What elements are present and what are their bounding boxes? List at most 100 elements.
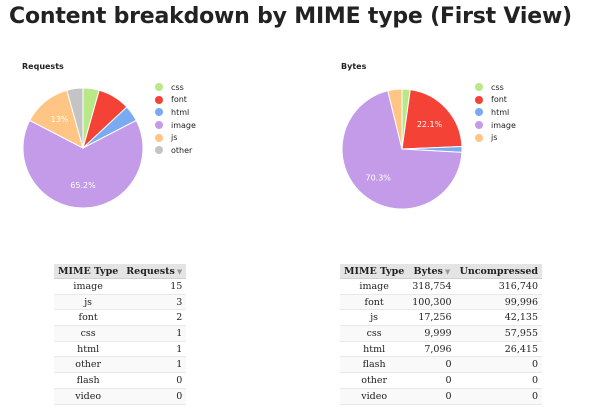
cell-mime-type: font	[54, 309, 123, 327]
data-label-image: 65.2%	[70, 181, 96, 190]
legend-label: js	[491, 133, 498, 143]
bytes-table: MIME Type Bytes ▼ Uncompressed image 318,7…	[340, 264, 543, 405]
cell-uncompressed: 0	[455, 372, 543, 389]
table-row: video 0 0	[340, 388, 543, 405]
cell-mime-type: flash	[54, 372, 123, 389]
pie-slice-image	[341, 90, 463, 210]
table-row: html 1	[54, 341, 187, 358]
legend-item-font[interactable]: font	[155, 94, 196, 107]
legend-swatch	[475, 95, 483, 104]
legend-swatch	[475, 108, 483, 117]
cell-mime-type: css	[340, 325, 409, 342]
legend-swatch	[155, 133, 163, 142]
cell-bytes: 0	[408, 356, 456, 374]
table-row: font 2	[54, 309, 187, 327]
cell-bytes: 0	[408, 388, 456, 405]
cell-uncompressed: 0	[455, 388, 543, 405]
legend-label: css	[171, 82, 184, 92]
cell-requests: 1	[122, 341, 187, 358]
table-row: other 0 0	[340, 372, 543, 389]
legend-label: image	[491, 120, 516, 130]
legend-label: font	[491, 95, 507, 105]
bytes-pie-chart: 22.1% 70.3%	[341, 88, 463, 210]
cell-mime-type: image	[340, 278, 409, 295]
table-row: other 1	[54, 356, 187, 374]
legend-swatch	[155, 108, 163, 117]
column-header-bytes[interactable]: Bytes ▼	[408, 264, 456, 279]
column-header-mime-type[interactable]: MIME Type	[54, 264, 123, 279]
column-header-uncompressed[interactable]: Uncompressed	[455, 264, 543, 279]
legend-swatch	[155, 83, 163, 92]
legend-label: js	[171, 133, 178, 143]
data-label-js: 13%	[51, 115, 69, 124]
table-row: image 15	[54, 278, 187, 295]
column-header-mime-type[interactable]: MIME Type	[340, 264, 409, 279]
cell-uncompressed: 26,415	[455, 341, 543, 358]
legend-item-other[interactable]: other	[155, 144, 196, 157]
cell-mime-type: js	[54, 294, 123, 311]
table-row: html 7,096 26,415	[340, 341, 543, 358]
sort-desc-icon: ▼	[176, 266, 183, 276]
cell-mime-type: image	[54, 278, 123, 295]
cell-requests: 1	[122, 325, 187, 342]
cell-mime-type: video	[340, 388, 409, 405]
legend-swatch	[155, 121, 163, 130]
column-header-requests[interactable]: Requests ▼	[122, 264, 187, 279]
requests-chart-title: Requests	[22, 62, 64, 71]
bytes-chart-title: Bytes	[341, 62, 367, 71]
legend-item-html[interactable]: html	[155, 106, 196, 119]
legend-label: image	[171, 120, 196, 130]
table-row: css 9,999 57,955	[340, 325, 543, 342]
legend-item-font[interactable]: font	[475, 94, 516, 107]
pie-slice-font	[401, 89, 463, 150]
table-row: flash 0	[54, 372, 187, 389]
cell-mime-type: flash	[340, 356, 409, 374]
cell-uncompressed: 316,740	[455, 278, 543, 295]
table-row: flash 0 0	[340, 356, 543, 374]
legend-swatch	[155, 146, 163, 155]
cell-mime-type: other	[340, 372, 409, 389]
legend-item-css[interactable]: css	[155, 81, 196, 94]
legend-item-css[interactable]: css	[475, 81, 516, 94]
cell-bytes: 318,754	[408, 278, 456, 295]
legend-label: font	[171, 95, 187, 105]
legend-item-image[interactable]: image	[155, 119, 196, 132]
cell-uncompressed: 0	[455, 356, 543, 374]
cell-requests: 2	[122, 309, 187, 327]
legend-label: css	[491, 82, 504, 92]
legend-label: other	[171, 145, 193, 155]
table-row: video 0	[54, 388, 187, 405]
cell-uncompressed: 99,996	[455, 294, 543, 311]
legend-swatch	[475, 133, 483, 142]
requests-pie-chart: 65.2% 13%	[22, 87, 144, 209]
cell-mime-type: js	[340, 309, 409, 327]
cell-bytes: 17,256	[408, 309, 456, 327]
cell-mime-type: css	[54, 325, 123, 342]
cell-uncompressed: 42,135	[455, 309, 543, 327]
pie-slice-js	[387, 88, 403, 150]
pie-slice-image	[22, 119, 144, 209]
cell-bytes: 7,096	[408, 341, 456, 358]
legend-item-image[interactable]: image	[475, 119, 516, 132]
cell-requests: 15	[122, 278, 187, 295]
legend-label: html	[171, 107, 190, 117]
cell-mime-type: video	[54, 388, 123, 405]
sort-desc-icon: ▼	[444, 266, 451, 276]
cell-bytes: 9,999	[408, 325, 456, 342]
legend-item-html[interactable]: html	[475, 106, 516, 119]
table-row: image 318,754 316,740	[340, 278, 543, 295]
table-row: css 1	[54, 325, 187, 342]
requests-legend: css font html image js other	[155, 81, 196, 157]
legend-item-js[interactable]: js	[475, 131, 516, 144]
bytes-legend: css font html image js	[475, 81, 516, 144]
requests-table: MIME Type Requests ▼ image 15 js 3 font 2 css 1 h…	[54, 264, 187, 405]
table-row: js 17,256 42,135	[340, 309, 543, 327]
legend-swatch	[155, 95, 163, 104]
legend-swatch	[475, 121, 483, 130]
cell-mime-type: other	[54, 356, 123, 374]
cell-requests: 0	[122, 372, 187, 389]
legend-item-js[interactable]: js	[155, 131, 196, 144]
cell-uncompressed: 57,955	[455, 325, 543, 342]
table-row: js 3	[54, 294, 187, 311]
cell-mime-type: html	[54, 341, 123, 358]
